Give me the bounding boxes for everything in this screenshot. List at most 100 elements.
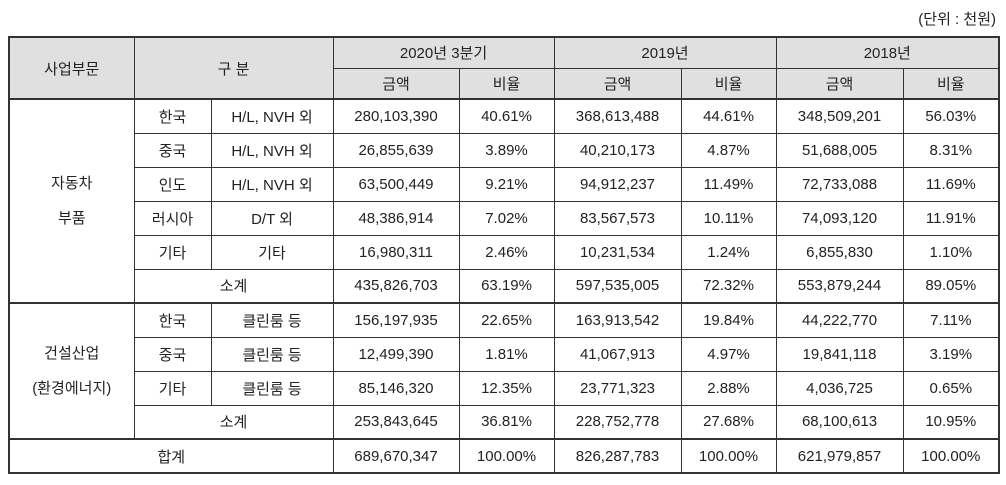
item-cell: 클린룸 등	[210, 370, 334, 406]
segment-label-line: 자동차	[51, 175, 93, 192]
total-row: 합계 689,670,347 100.00% 826,287,783 100.0…	[8, 438, 1000, 474]
region-cell: 한국	[133, 98, 212, 134]
ratio-cell: 9.21%	[458, 166, 555, 202]
amount-cell: 156,197,935	[332, 302, 460, 338]
amount-cell: 48,386,914	[332, 200, 460, 236]
amount-cell: 94,912,237	[553, 166, 682, 202]
amount-cell: 163,913,542	[553, 302, 682, 338]
ratio-cell: 10.95%	[902, 404, 1000, 440]
header-period-2019: 2019년	[553, 36, 777, 69]
amount-cell: 348,509,201	[775, 98, 904, 134]
table-header: 사업부문 구 분 2020년 3분기 2019년 2018년 금액 비율 금액 …	[8, 36, 1000, 100]
table-row: 자동차 부품 한국 H/L, NVH 외 280,103,390 40.61% …	[8, 98, 1000, 304]
amount-cell: 68,100,613	[775, 404, 904, 440]
table-row: 건설산업 (환경에너지) 한국 클린룸 등 156,197,935 22.65%…	[8, 302, 1000, 440]
amount-cell: 280,103,390	[332, 98, 460, 134]
amount-cell: 16,980,311	[332, 234, 460, 270]
table-row: 중국 H/L, NVH 외 26,855,639 3.89% 40,210,17…	[9, 132, 1000, 168]
header-period-2018: 2018년	[775, 36, 1000, 69]
amount-cell: 44,222,770	[775, 302, 904, 338]
ratio-cell: 12.35%	[458, 370, 555, 406]
table-row: 중국 클린룸 등 12,499,390 1.81% 41,067,913 4.9…	[9, 336, 1000, 372]
subtotal-row: 소계 435,826,703 63.19% 597,535,005 72.32%…	[9, 268, 1000, 304]
amount-cell: 10,231,534	[553, 234, 682, 270]
amount-cell: 23,771,323	[553, 370, 682, 406]
header-amount-2018: 금액	[775, 67, 904, 100]
ratio-cell: 72.32%	[680, 268, 777, 304]
ratio-cell: 44.61%	[680, 98, 777, 134]
amount-cell: 368,613,488	[553, 98, 682, 134]
table-row: 러시아 D/T 외 48,386,914 7.02% 83,567,573 10…	[9, 200, 1000, 236]
amount-cell: 228,752,778	[553, 404, 682, 440]
header-category: 구 분	[133, 36, 334, 100]
ratio-cell: 2.88%	[680, 370, 777, 406]
ratio-cell: 27.68%	[680, 404, 777, 440]
amount-cell: 74,093,120	[775, 200, 904, 236]
ratio-cell: 7.11%	[902, 302, 1000, 338]
region-cell: 기타	[133, 370, 212, 406]
subtotal-row: 소계 253,843,645 36.81% 228,752,778 27.68%…	[9, 404, 1000, 440]
unit-label: (단위 : 천원)	[918, 11, 996, 28]
ratio-cell: 100.00%	[458, 438, 555, 474]
ratio-cell: 1.81%	[458, 336, 555, 372]
region-cell: 러시아	[133, 200, 212, 236]
amount-cell: 51,688,005	[775, 132, 904, 168]
segment-label-line: 건설산업	[44, 345, 100, 362]
amount-cell: 597,535,005	[553, 268, 682, 304]
total-label: 합계	[8, 438, 334, 474]
ratio-cell: 100.00%	[680, 438, 777, 474]
ratio-cell: 89.05%	[902, 268, 1000, 304]
region-cell: 중국	[133, 132, 212, 168]
amount-cell: 63,500,449	[332, 166, 460, 202]
item-cell: 클린룸 등	[210, 336, 334, 372]
amount-cell: 4,036,725	[775, 370, 904, 406]
header-ratio-2018: 비율	[902, 67, 1000, 100]
table-row: 인도 H/L, NVH 외 63,500,449 9.21% 94,912,23…	[9, 166, 1000, 202]
segment-revenue-table: 사업부문 구 분 2020년 3분기 2019년 2018년 금액 비율 금액 …	[8, 36, 1001, 474]
amount-cell: 72,733,088	[775, 166, 904, 202]
ratio-cell: 11.49%	[680, 166, 777, 202]
ratio-cell: 4.97%	[680, 336, 777, 372]
subtotal-label: 소계	[133, 268, 334, 304]
amount-cell: 12,499,390	[332, 336, 460, 372]
amount-cell: 253,843,645	[332, 404, 460, 440]
ratio-cell: 40.61%	[458, 98, 555, 134]
amount-cell: 689,670,347	[332, 438, 460, 474]
subtotal-label: 소계	[133, 404, 334, 440]
table-row: 기타 기타 16,980,311 2.46% 10,231,534 1.24% …	[9, 234, 1000, 270]
region-cell: 인도	[133, 166, 212, 202]
ratio-cell: 0.65%	[902, 370, 1000, 406]
ratio-cell: 4.87%	[680, 132, 777, 168]
header-ratio-2020q3: 비율	[458, 67, 555, 100]
ratio-cell: 22.65%	[458, 302, 555, 338]
region-cell: 한국	[133, 302, 212, 338]
ratio-cell: 10.11%	[680, 200, 777, 236]
item-cell: H/L, NVH 외	[210, 132, 334, 168]
header-segment: 사업부문	[8, 36, 135, 100]
item-cell: D/T 외	[210, 200, 334, 236]
ratio-cell: 8.31%	[902, 132, 1000, 168]
segment-cell-construction: 건설산업 (환경에너지)	[8, 302, 135, 440]
ratio-cell: 2.46%	[458, 234, 555, 270]
header-ratio-2019: 비율	[680, 67, 777, 100]
header-amount-2019: 금액	[553, 67, 682, 100]
ratio-cell: 56.03%	[902, 98, 1000, 134]
amount-cell: 826,287,783	[553, 438, 682, 474]
ratio-cell: 7.02%	[458, 200, 555, 236]
amount-cell: 6,855,830	[775, 234, 904, 270]
ratio-cell: 1.10%	[902, 234, 1000, 270]
amount-cell: 553,879,244	[775, 268, 904, 304]
amount-cell: 621,979,857	[775, 438, 904, 474]
amount-cell: 435,826,703	[332, 268, 460, 304]
header-period-2020q3: 2020년 3분기	[332, 36, 555, 69]
region-cell: 중국	[133, 336, 212, 372]
table-row: 기타 클린룸 등 85,146,320 12.35% 23,771,323 2.…	[9, 370, 1000, 406]
amount-cell: 83,567,573	[553, 200, 682, 236]
region-cell: 기타	[133, 234, 212, 270]
amount-cell: 26,855,639	[332, 132, 460, 168]
ratio-cell: 36.81%	[458, 404, 555, 440]
ratio-cell: 3.19%	[902, 336, 1000, 372]
ratio-cell: 63.19%	[458, 268, 555, 304]
amount-cell: 40,210,173	[553, 132, 682, 168]
